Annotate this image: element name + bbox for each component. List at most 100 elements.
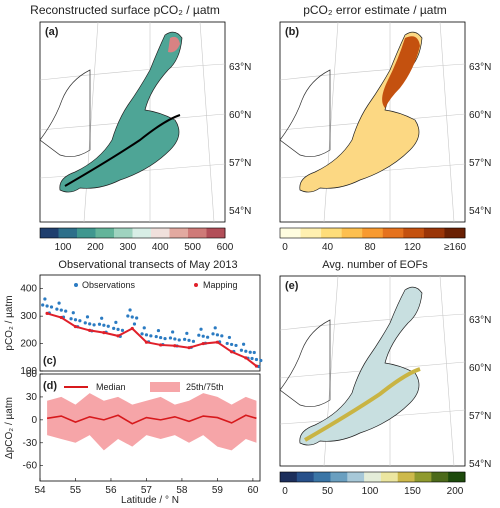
observation-point xyxy=(59,308,63,312)
colorbar-tick-label: 500 xyxy=(184,242,201,253)
colorbar-segment xyxy=(114,228,133,238)
iqr-band xyxy=(47,393,257,451)
panel-c-frame xyxy=(39,274,261,372)
panel-a-sea xyxy=(59,31,183,193)
panel-c-ytick-label: 100 xyxy=(20,366,37,377)
observation-point xyxy=(156,328,161,333)
panel-d-xtick-label: 60 xyxy=(247,485,259,496)
panel-b-lat-57: 57°N xyxy=(469,158,491,169)
colorbar-tick-label: 400 xyxy=(152,242,169,253)
panel-c-legend-mapping: Mapping xyxy=(203,280,238,290)
mapping-point xyxy=(230,350,234,354)
observation-point xyxy=(173,337,177,341)
observation-point xyxy=(41,303,45,307)
panel-a-lat-57: 57°N xyxy=(229,158,251,169)
colorbar-segment xyxy=(296,472,315,482)
colorbar-segment xyxy=(206,228,226,238)
mapping-point xyxy=(244,356,248,360)
colorbar-segment xyxy=(188,228,207,238)
panel-d-ytick-label: 0 xyxy=(31,415,37,426)
observation-point xyxy=(73,318,78,322)
colorbar-tick-label: 150 xyxy=(404,486,421,497)
mapping-point xyxy=(215,340,220,344)
colorbar-frame xyxy=(279,227,466,239)
panel-c-title: Observational transects of May 2013 xyxy=(58,259,237,271)
observation-point xyxy=(83,321,87,325)
panel-d-ytick-label: -30 xyxy=(23,438,38,449)
panel-d-xtick-label: 54 xyxy=(34,485,46,496)
colorbar-segment xyxy=(403,228,425,238)
observation-point xyxy=(206,335,210,339)
panel-c-ytick-label: 400 xyxy=(20,284,37,295)
panel-d-xtick-label: 56 xyxy=(105,485,117,496)
observation-point xyxy=(97,322,102,326)
observation-point xyxy=(64,309,68,313)
colorbar-segment xyxy=(300,228,322,238)
observation-point xyxy=(248,350,252,354)
observation-point xyxy=(177,338,181,342)
observation-point xyxy=(191,339,196,343)
mapping-point xyxy=(59,315,63,320)
colorbar-tick-label: 0 xyxy=(282,242,288,253)
colorbar-segment xyxy=(151,228,170,238)
panel-d-legend-median: Median xyxy=(96,382,126,392)
observation-point xyxy=(201,334,205,338)
panel-e-transect xyxy=(303,367,421,442)
colorbar-segment xyxy=(132,228,152,238)
observation-point xyxy=(69,317,73,321)
colorbar-segment xyxy=(448,472,466,482)
colorbar-segment xyxy=(95,228,115,238)
observation-point xyxy=(163,336,167,341)
observation-point xyxy=(250,356,254,361)
observation-point xyxy=(199,327,203,331)
observation-point xyxy=(128,308,132,312)
observation-point xyxy=(144,333,149,337)
panel-b-label: (b) xyxy=(285,26,299,38)
observation-point xyxy=(211,332,215,336)
observation-point xyxy=(92,323,96,327)
observation-point xyxy=(85,315,90,319)
mapping-point xyxy=(144,340,149,344)
observation-point xyxy=(126,314,130,318)
observation-point xyxy=(78,319,82,323)
colorbar-tick-label: 100 xyxy=(55,242,72,253)
observation-point xyxy=(259,358,263,363)
colorbar-segment xyxy=(382,228,404,238)
panel-b-lat-63: 63°N xyxy=(469,62,491,73)
median-line xyxy=(46,414,257,425)
colorbar-segment xyxy=(362,228,384,238)
panel-d-legend-iqr-swatch xyxy=(150,382,180,392)
panel-e-lat-54: 54°N xyxy=(469,459,491,470)
mapping-point xyxy=(45,311,49,315)
colorbar-tick-label: ≥160 xyxy=(444,242,467,253)
panel-d-xtick-label: 55 xyxy=(70,485,82,496)
mapping-point xyxy=(116,334,120,338)
panel-d-ylabel: ΔpCO₂ / µatm xyxy=(4,397,15,459)
colorbar-segment xyxy=(169,228,189,238)
observation-point xyxy=(49,305,54,309)
panel-e-lat-63: 63°N xyxy=(469,315,491,326)
colorbar-segment xyxy=(414,472,432,482)
mapping-point xyxy=(88,328,92,333)
observation-point xyxy=(112,326,116,330)
colorbar-tick-label: 200 xyxy=(447,486,464,497)
colorbar-frame xyxy=(39,227,226,239)
panel-b-sea-north xyxy=(382,36,420,109)
observation-point xyxy=(187,338,191,342)
panel-d-xlabel: Latitude / ° N xyxy=(121,495,179,506)
mapping-point xyxy=(102,331,106,335)
observation-point xyxy=(220,334,224,338)
observation-point xyxy=(142,326,146,330)
observation-point xyxy=(252,350,256,355)
panel-b-title: pCO₂ error estimate / µatm xyxy=(303,3,447,17)
observation-point xyxy=(149,334,153,338)
colorbar-segment xyxy=(77,228,96,238)
observation-point xyxy=(45,304,49,308)
panel-b-colorbar: 0 40 80 120 ≥160 xyxy=(279,227,467,253)
panel-b-lat-54: 54°N xyxy=(469,206,491,217)
panel-a-colorbar: 100 200 300 400 500 600 xyxy=(39,227,234,253)
observation-point xyxy=(230,342,234,347)
colorbar-tick-label: 80 xyxy=(364,242,376,253)
panel-d-ytick-label: 30 xyxy=(26,392,38,403)
colorbar-tick-label: 120 xyxy=(404,242,421,253)
